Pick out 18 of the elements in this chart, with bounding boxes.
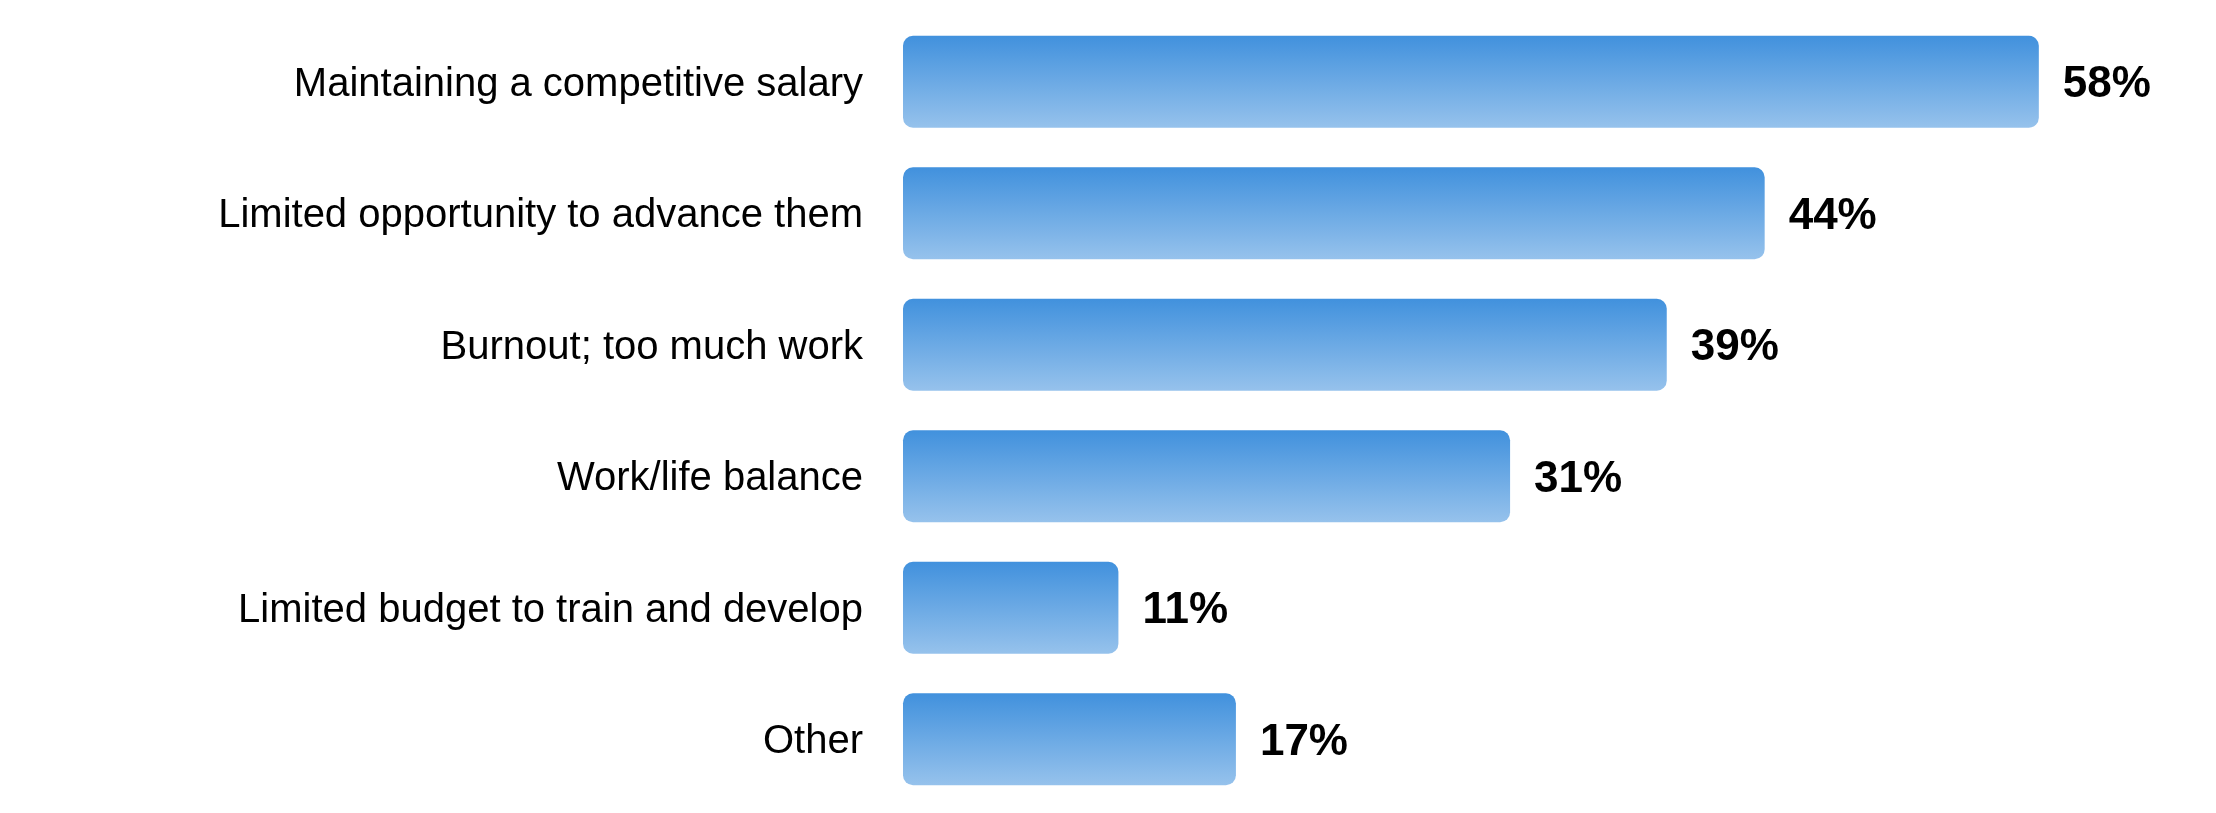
y-tick-label: Maintaining a competitive salary [293, 59, 863, 104]
y-tick-label: Work/life balance [556, 454, 863, 499]
data-label: 39% [1690, 320, 1779, 370]
data-label: 58% [2062, 57, 2151, 107]
data-label: 17% [1259, 714, 1348, 764]
bar [903, 561, 1119, 654]
y-tick-label: Other [762, 717, 863, 762]
data-label: 44% [1788, 188, 1877, 238]
data-label: 31% [1534, 451, 1623, 501]
y-tick-label: Burnout; too much work [440, 322, 864, 367]
bar [903, 167, 1765, 260]
bar [903, 298, 1667, 391]
y-tick-label: Limited budget to train and develop [238, 585, 863, 630]
y-tick-label: Limited opportunity to advance them [218, 191, 863, 236]
bar [903, 35, 2039, 128]
bar [903, 430, 1511, 523]
data-label: 11% [1142, 583, 1229, 633]
bar [903, 693, 1236, 786]
